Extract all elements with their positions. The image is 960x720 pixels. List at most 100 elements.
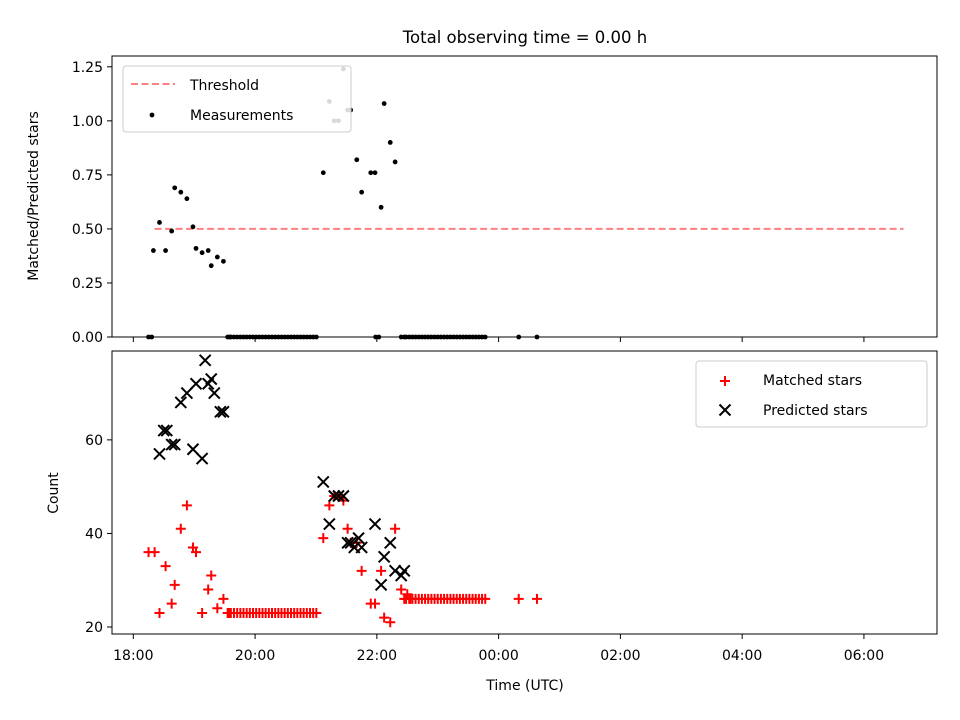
matched-star-point xyxy=(191,547,202,558)
measurement-point xyxy=(193,245,199,251)
measurement-point xyxy=(157,220,162,225)
measurement-point xyxy=(184,196,190,202)
bottom-y-tick-label: 40 xyxy=(85,526,103,542)
legend-measurements-swatch xyxy=(149,112,155,118)
x-tick-label: 18:00 xyxy=(113,648,153,664)
matched-star-point xyxy=(169,579,180,590)
x-tick-label: 06:00 xyxy=(844,648,884,664)
measurement-point xyxy=(163,248,168,253)
predicted-star-point xyxy=(337,489,350,503)
predicted-star-point xyxy=(217,405,230,419)
predicted-star-point xyxy=(165,438,178,451)
measurement-point xyxy=(381,101,387,106)
legend-threshold-label: Threshold xyxy=(189,78,259,94)
matched-star-point xyxy=(379,612,390,623)
measurement-point xyxy=(378,204,384,210)
top-y-tick-label: 1.00 xyxy=(72,114,103,130)
matched-star-point xyxy=(203,584,214,595)
legend-measurements-label: Measurements xyxy=(190,108,293,124)
matched-star-point xyxy=(376,565,387,576)
measurement-point xyxy=(387,140,393,145)
measurement-point xyxy=(190,224,196,230)
x-tick-label: 20:00 xyxy=(235,648,275,664)
bottom-axes-frame xyxy=(111,350,938,635)
predicted-star-point xyxy=(352,531,365,545)
measurement-point xyxy=(354,157,360,163)
matched-star-point xyxy=(154,607,165,618)
matched-star-point xyxy=(166,598,177,609)
predicted-star-point xyxy=(195,452,209,465)
predicted-star-point xyxy=(374,578,388,592)
predicted-star-point xyxy=(398,564,411,578)
predicted-star-point xyxy=(153,447,166,461)
predicted-star-point xyxy=(377,550,391,564)
measurement-point xyxy=(199,250,205,256)
legend-matched-swatch xyxy=(720,376,730,386)
top-y-tick-label: 0.50 xyxy=(72,222,103,238)
matched-star-point xyxy=(181,500,192,511)
matched-star-point xyxy=(531,593,542,604)
bottom-y-tick-label: 60 xyxy=(85,433,103,449)
bottom-legend: Matched stars Predicted stars xyxy=(695,360,928,428)
predicted-star-point xyxy=(189,377,203,390)
matched-star-point xyxy=(318,533,329,544)
bottom-legend-box xyxy=(695,360,928,428)
matched-star-point xyxy=(218,593,229,604)
bottom-panel: 20 40 60 18:00 20:00 22:00 00:00 02:00 04:00 06:0… xyxy=(85,350,938,664)
predicted-star-point xyxy=(384,536,397,549)
measurement-point xyxy=(169,228,175,234)
measurement-point xyxy=(178,189,184,195)
predicted-star-point xyxy=(198,354,212,367)
matched-star-point xyxy=(206,570,217,581)
predicted-star-point xyxy=(180,386,194,400)
top-y-tick-label: 0.75 xyxy=(72,168,103,184)
x-tick-label: 00:00 xyxy=(478,648,518,664)
measurement-point xyxy=(368,170,374,176)
legend-matched-label: Matched stars xyxy=(763,373,862,389)
matched-star-point xyxy=(480,593,491,604)
matched-star-point xyxy=(513,593,524,604)
measurement-point xyxy=(392,159,398,165)
predicted-star-point xyxy=(328,489,341,503)
predicted-star-point xyxy=(186,443,200,456)
top-y-tick-label: 0.25 xyxy=(72,276,103,292)
matched-star-point xyxy=(175,523,186,534)
predicted-star-point xyxy=(332,489,345,503)
measurement-point xyxy=(172,185,178,191)
bottom-y-tick-label: 20 xyxy=(85,620,103,636)
measurement-point xyxy=(372,170,378,176)
top-y-tick-label: 1.25 xyxy=(72,60,103,76)
matched-star-point xyxy=(370,598,381,609)
top-panel: 0.00 0.25 0.50 0.75 1.00 1.25 Threshold Measure… xyxy=(72,55,938,346)
predicted-star-point xyxy=(214,405,227,419)
matched-star-point xyxy=(197,607,208,618)
measurement-point xyxy=(205,248,211,253)
matched-star-point xyxy=(212,603,223,614)
x-tick-label: 04:00 xyxy=(722,648,762,664)
predicted-star-point xyxy=(205,372,218,386)
x-axis-label: Time (UTC) xyxy=(485,678,563,694)
matched-star-point xyxy=(396,584,407,595)
top-legend-box xyxy=(122,65,352,133)
bottom-y-axis-label: Count xyxy=(46,472,62,514)
measurement-point xyxy=(359,189,365,195)
predicted-star-point xyxy=(341,536,354,549)
measurement-point xyxy=(214,254,220,260)
measurement-point xyxy=(221,258,226,264)
matched-star-point xyxy=(385,617,396,628)
top-y-axis-label: Matched/Predicted stars xyxy=(26,111,42,281)
matched-star-point xyxy=(390,523,401,534)
predicted-star-point xyxy=(355,541,368,554)
predicted-star-point xyxy=(323,517,336,531)
matched-star-point xyxy=(342,523,353,534)
top-axes-frame xyxy=(111,55,938,338)
predicted-star-point xyxy=(157,424,170,437)
figure-title: Total observing time = 0.00 h xyxy=(402,28,647,47)
matched-star-point xyxy=(149,547,160,558)
top-legend: Threshold Measurements xyxy=(122,65,352,133)
measurement-point xyxy=(151,248,156,253)
predicted-star-point xyxy=(168,438,181,451)
x-tick-label: 22:00 xyxy=(357,648,397,664)
predicted-star-point xyxy=(317,475,330,489)
